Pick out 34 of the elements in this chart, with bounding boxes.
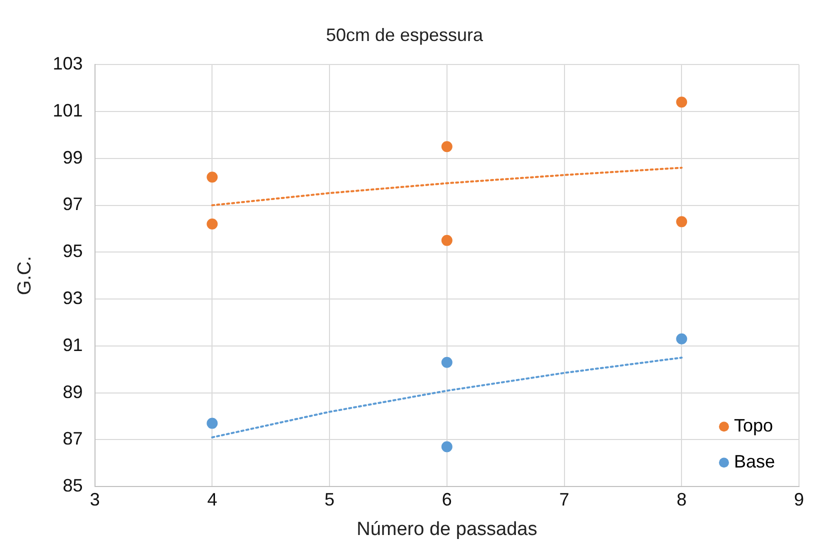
line-series — [211, 356, 683, 438]
point — [441, 441, 452, 452]
y-tick-label: 93 — [62, 288, 83, 308]
x-tick-label: 9 — [794, 489, 804, 510]
legend-label: Base — [734, 452, 776, 472]
point — [676, 96, 688, 108]
chart-title: 50cm de espessura — [326, 24, 484, 45]
x-tick-label: 6 — [442, 489, 452, 510]
y-tick-label: 87 — [62, 428, 83, 449]
point — [676, 216, 688, 228]
x-tick-label: 4 — [207, 489, 218, 510]
y-tick-label: 89 — [62, 382, 83, 402]
y-tick-label: 103 — [52, 54, 83, 74]
y-tick-label: 95 — [62, 241, 83, 262]
y-tick-label: 91 — [62, 334, 83, 355]
line-series — [211, 166, 683, 206]
point — [441, 356, 452, 368]
point — [676, 333, 688, 344]
point — [206, 172, 218, 183]
y-tick-label: 99 — [62, 147, 83, 168]
x-tick-label: 5 — [324, 489, 335, 510]
y-axis-title: G.C. — [14, 256, 36, 296]
x-tick-label: 8 — [676, 489, 687, 510]
point — [441, 234, 452, 246]
y-tick-label: 85 — [62, 476, 83, 496]
point — [206, 218, 218, 230]
legend-label: Topo — [734, 416, 774, 436]
y-tick-label: 101 — [52, 100, 83, 120]
x-tick-label: 3 — [90, 489, 100, 510]
x-tick-label: 7 — [559, 489, 570, 510]
x-axis-title: Número de passadas — [356, 518, 538, 540]
y-tick-label: 97 — [62, 194, 83, 214]
point — [206, 418, 218, 429]
point — [441, 141, 452, 152]
